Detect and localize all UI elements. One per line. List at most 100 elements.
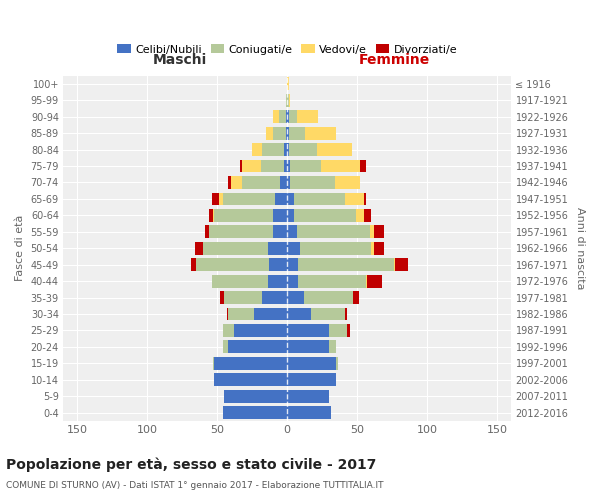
Bar (329, 340, 336, 353)
Bar (329, 324, 347, 337)
Bar (336, 357, 338, 370)
Bar (370, 226, 374, 238)
Bar (279, 110, 286, 123)
Bar (360, 160, 365, 172)
Bar (273, 226, 287, 238)
Bar (290, 160, 321, 172)
Bar (287, 291, 304, 304)
Bar (365, 274, 367, 287)
Bar (287, 242, 300, 254)
Bar (300, 242, 371, 254)
Bar (229, 176, 231, 189)
Bar (196, 258, 269, 271)
Bar (284, 160, 287, 172)
Bar (223, 406, 287, 419)
Bar (234, 324, 287, 337)
Bar (268, 274, 287, 287)
Bar (262, 143, 284, 156)
Bar (287, 274, 298, 287)
Bar (287, 390, 329, 402)
Bar (231, 176, 242, 189)
Bar (294, 209, 356, 222)
Bar (364, 209, 371, 222)
Bar (209, 226, 273, 238)
Bar (214, 374, 287, 386)
Bar (209, 209, 213, 222)
Bar (297, 110, 318, 123)
Bar (273, 110, 279, 123)
Bar (191, 258, 196, 271)
Bar (287, 357, 336, 370)
Bar (260, 160, 284, 172)
Bar (203, 242, 268, 254)
Bar (218, 192, 223, 205)
Bar (280, 176, 287, 189)
Bar (289, 94, 290, 106)
Bar (353, 291, 359, 304)
Bar (287, 78, 289, 90)
Bar (287, 209, 294, 222)
Bar (298, 274, 365, 287)
Bar (287, 340, 329, 353)
Bar (273, 127, 286, 140)
Text: COMUNE DI STURNO (AV) - Dati ISTAT 1° gennaio 2017 - Elaborazione TUTTITALIA.IT: COMUNE DI STURNO (AV) - Dati ISTAT 1° ge… (6, 481, 383, 490)
Bar (268, 242, 287, 254)
Legend: Celibi/Nubili, Coniugati/e, Vedovi/e, Divorziati/e: Celibi/Nubili, Coniugati/e, Vedovi/e, Di… (113, 40, 461, 59)
Bar (287, 192, 294, 205)
Bar (287, 160, 290, 172)
Bar (269, 258, 287, 271)
Bar (287, 258, 298, 271)
Bar (287, 226, 297, 238)
Bar (289, 110, 297, 123)
Bar (311, 308, 344, 320)
Bar (294, 192, 344, 205)
Bar (287, 308, 311, 320)
Bar (284, 143, 287, 156)
Bar (364, 192, 365, 205)
Bar (224, 390, 287, 402)
Bar (213, 209, 214, 222)
Bar (223, 340, 229, 353)
Text: Femmine: Femmine (359, 53, 430, 67)
Bar (287, 406, 331, 419)
Bar (266, 127, 273, 140)
Bar (347, 324, 350, 337)
Bar (213, 357, 214, 370)
Bar (212, 192, 218, 205)
Bar (335, 176, 360, 189)
Bar (239, 160, 242, 172)
Bar (220, 291, 224, 304)
Bar (289, 127, 305, 140)
Bar (224, 291, 262, 304)
Bar (223, 324, 234, 337)
Bar (305, 127, 336, 140)
Bar (262, 291, 287, 304)
Bar (286, 110, 287, 123)
Bar (394, 258, 395, 271)
Bar (317, 143, 352, 156)
Bar (287, 110, 289, 123)
Bar (344, 192, 364, 205)
Bar (298, 258, 394, 271)
Bar (252, 143, 262, 156)
Bar (229, 340, 287, 353)
Bar (214, 209, 273, 222)
Bar (344, 308, 347, 320)
Bar (287, 127, 289, 140)
Bar (367, 274, 382, 287)
Bar (287, 143, 289, 156)
Bar (304, 291, 353, 304)
Bar (223, 192, 275, 205)
Bar (242, 176, 280, 189)
Bar (287, 324, 329, 337)
Bar (273, 209, 287, 222)
Bar (254, 308, 287, 320)
Bar (287, 176, 290, 189)
Bar (290, 176, 335, 189)
Bar (321, 160, 360, 172)
Bar (289, 143, 317, 156)
Bar (229, 308, 254, 320)
Bar (286, 94, 287, 106)
Bar (374, 226, 384, 238)
Bar (205, 226, 209, 238)
